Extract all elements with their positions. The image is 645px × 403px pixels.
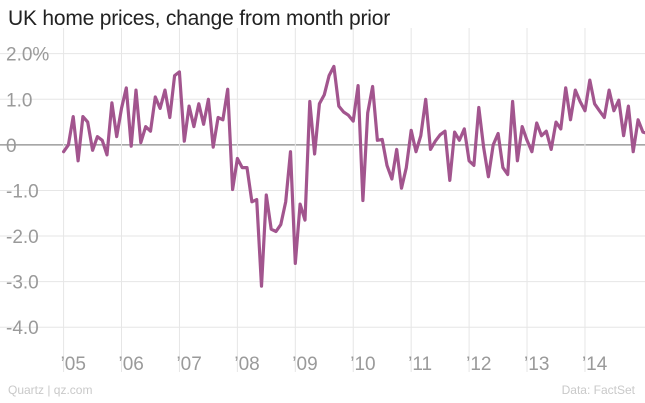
grid-lines — [0, 28, 645, 372]
chart-title: UK home prices, change from month prior — [8, 7, 391, 30]
y-tick-label: -2.0 — [6, 227, 39, 248]
y-tick-label: 1.0 — [6, 90, 32, 111]
series-line — [61, 64, 645, 288]
x-tick-label: ’12 — [466, 354, 491, 375]
series-layer — [61, 64, 645, 288]
y-tick-label: 0 — [6, 136, 17, 157]
x-tick-label: ’10 — [350, 354, 375, 375]
y-tick-label: -3.0 — [6, 273, 39, 294]
x-tick-label: ’07 — [176, 354, 201, 375]
x-tick-label: ’08 — [234, 354, 259, 375]
tick-labels: 2.0% 1.0 0 -1.0 -2.0 -3.0 -4.0 ’05 ’06 ’07 ’08 ’09 ’… — [6, 45, 608, 375]
x-tick-label: ’05 — [61, 354, 86, 375]
x-tick-label: ’09 — [292, 354, 317, 375]
x-tick-label: ’13 — [524, 354, 549, 375]
source-credit: Quartz | qz.com — [8, 383, 93, 397]
y-tick-label: -4.0 — [6, 318, 39, 339]
data-source: Data: FactSet — [561, 383, 635, 397]
y-tick-label: -1.0 — [6, 181, 39, 202]
x-tick-label: ’11 — [408, 354, 432, 375]
x-tick-label: ’06 — [119, 354, 144, 375]
x-tick-label: ’14 — [582, 354, 608, 375]
y-tick-label: 2.0% — [6, 45, 49, 66]
